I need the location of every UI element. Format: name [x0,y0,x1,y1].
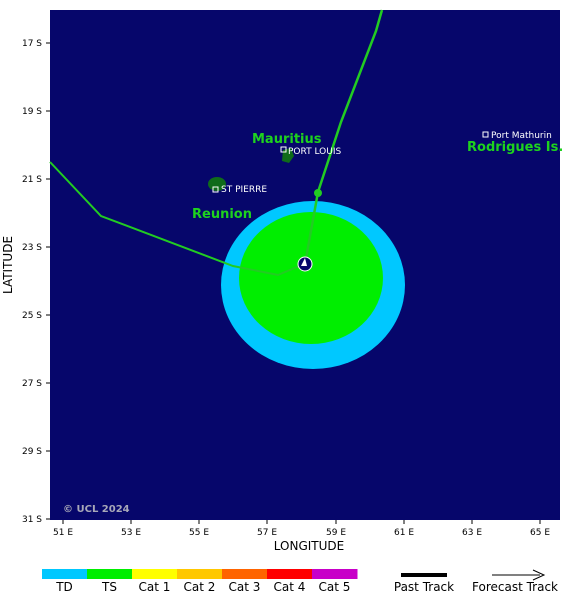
copyright-text: © UCL 2024 [63,504,130,515]
legend-swatch [42,569,88,579]
forecast-track-legend-label: Forecast Track [472,580,558,594]
track-point [314,189,322,197]
port-mathurin-marker [482,131,489,138]
x-tick-label: 51 E [53,528,73,538]
y-axis-ticks: 17 S 19 S 21 S 23 S 25 S 27 S 29 S 31 S [22,39,50,525]
legend-label: Cat 5 [319,580,351,594]
y-tick-label: 19 S [22,107,42,117]
forecast-arrow-icon [532,569,546,581]
x-tick-label: 65 E [530,528,550,538]
st-pierre-label: ST PIERRE [221,185,267,195]
past-track-legend-label: Past Track [394,580,454,594]
y-tick-label: 29 S [22,447,42,457]
legend-label: Cat 1 [139,580,171,594]
y-tick-label: 23 S [22,243,42,253]
track-north [303,9,384,265]
y-tick-label: 21 S [22,175,42,185]
st-pierre-marker [212,186,219,193]
x-axis-label: LONGITUDE [274,539,344,553]
x-axis-ticks: 51 E 53 E 55 E 57 E 59 E 61 E 63 E 65 E [53,520,550,538]
port-mathurin-label: Port Mathurin [491,131,552,141]
x-tick-label: 53 E [121,528,141,538]
x-tick-label: 55 E [189,528,209,538]
y-tick-label: 31 S [22,515,42,525]
rodrigues-label: Rodrigues Is. [467,140,563,155]
storm-center-icon [297,256,313,272]
intensity-legend: TD TS Cat 1 Cat 2 Cat 3 Cat 4 Cat 5 [42,569,358,594]
legend-swatch [177,569,223,579]
x-tick-label: 61 E [394,528,414,538]
x-tick-label: 57 E [257,528,277,538]
legend-swatch [222,569,268,579]
y-axis-label: LATITUDE [1,236,15,294]
x-tick-label: 59 E [326,528,346,538]
legend-label: Cat 3 [229,580,261,594]
y-tick-label: 17 S [22,39,42,49]
legend-label: TD [55,580,73,594]
legend-swatch [267,569,313,579]
reunion-label: Reunion [192,207,252,222]
legend-label: Cat 2 [184,580,216,594]
y-tick-label: 25 S [22,311,42,321]
legend-label: Cat 4 [274,580,306,594]
port-louis-label: PORT LOUIS [288,147,341,157]
mauritius-label: Mauritius [252,132,322,147]
legend-swatch [312,569,358,579]
past-track-west [49,161,305,277]
port-louis-marker [280,146,287,153]
legend-swatch [132,569,178,579]
legend-label: TS [101,580,117,594]
y-tick-label: 27 S [22,379,42,389]
legend-swatch [87,569,133,579]
wind-radius-ts [239,212,383,344]
x-tick-label: 63 E [462,528,482,538]
